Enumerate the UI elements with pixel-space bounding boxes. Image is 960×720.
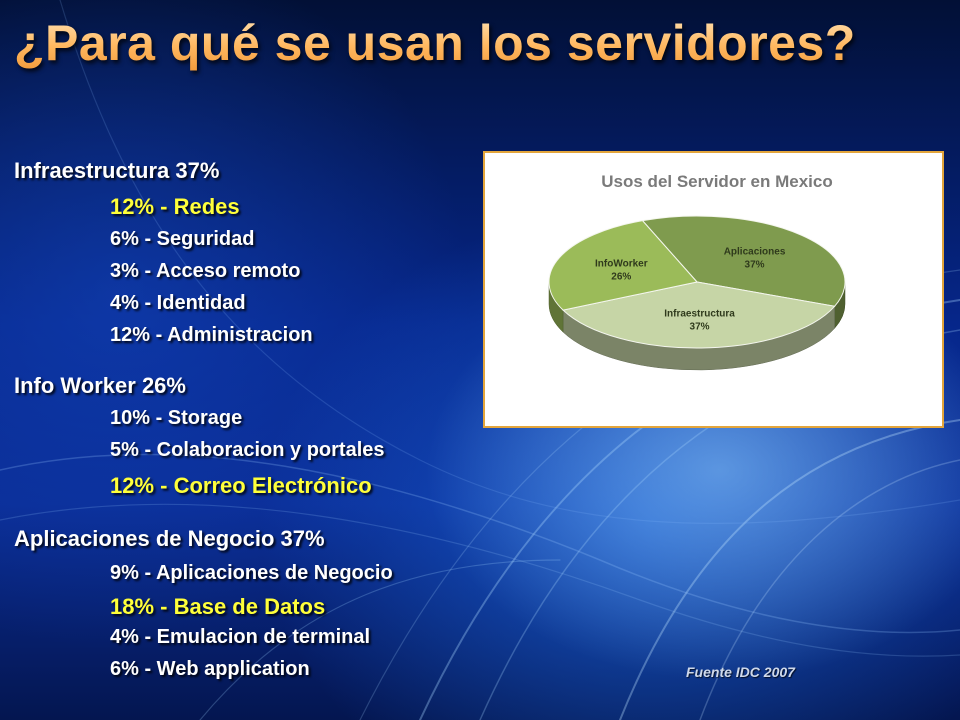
pie-value-infoworker: 26%: [611, 272, 631, 283]
group-heading: Infraestructura 37%: [14, 158, 220, 183]
pie-slice-infraestructura: [562, 281, 836, 349]
pie-chart-panel: Usos del Servidor en Mexico Aplicaciones…: [483, 151, 944, 428]
group-item: 18% - Base de Datos: [110, 594, 326, 619]
group-item: 4% - Identidad: [110, 292, 246, 314]
pie-slice-infoworker: [548, 220, 698, 311]
group-item: 3% - Acceso remoto: [110, 260, 301, 282]
group-item: 10% - Storage: [110, 407, 243, 429]
slide-title: ¿Para qué se usan los servidores?: [14, 15, 856, 71]
pie-slice-aplicaciones: [641, 215, 846, 307]
pie-label-infraestructura: Infraestructura: [664, 308, 735, 319]
pie-label-aplicaciones: Aplicaciones: [724, 246, 786, 257]
pie-value-aplicaciones: 37%: [745, 259, 765, 270]
group-heading: Info Worker 26%: [14, 373, 186, 398]
source-note: Fuente IDC 2007: [686, 664, 795, 680]
group-item: 9% - Aplicaciones de Negocio: [110, 562, 393, 584]
chart-title: Usos del Servidor en Mexico: [601, 172, 832, 191]
group-item: 6% - Web application: [110, 658, 310, 680]
group-item: 6% - Seguridad: [110, 228, 255, 250]
pie-value-infraestructura: 37%: [690, 321, 710, 332]
pie-label-infoworker: InfoWorker: [595, 259, 648, 270]
group-heading: Aplicaciones de Negocio 37%: [14, 526, 325, 551]
group-item: 5% - Colaboracion y portales: [110, 439, 385, 461]
pie-chart: Usos del Servidor en Mexico Aplicaciones…: [548, 172, 846, 371]
group-item: 4% - Emulacion de terminal: [110, 626, 371, 648]
group-item: 12% - Correo Electrónico: [110, 473, 372, 498]
group-item: 12% - Administracion: [110, 324, 313, 346]
group-item: 12% - Redes: [110, 194, 240, 219]
